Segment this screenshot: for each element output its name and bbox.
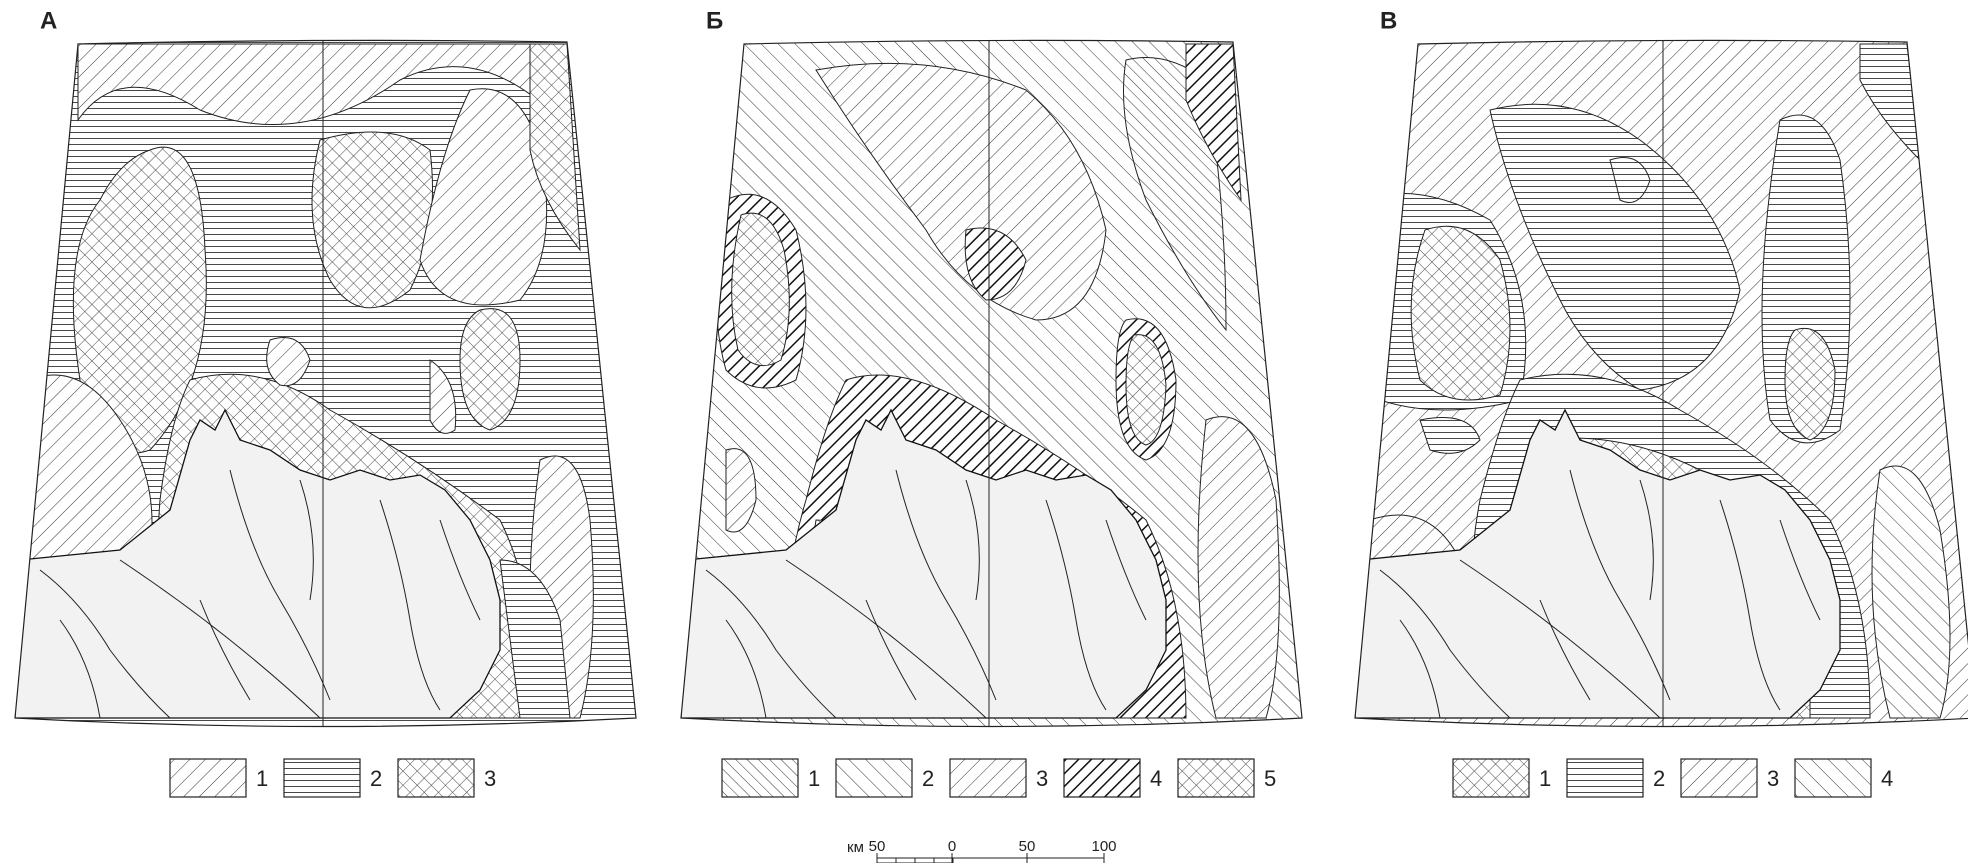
legend-label: 3 xyxy=(1036,766,1048,791)
legend-label: 1 xyxy=(256,766,268,791)
scale-bar: км 50 0 50 100 xyxy=(847,838,1117,863)
scale-tick-label: 50 xyxy=(869,838,886,855)
map-content xyxy=(1355,40,1968,735)
scale-segment xyxy=(877,858,896,863)
panel-label: В xyxy=(1380,7,1397,34)
legend-swatch xyxy=(722,759,798,797)
legend-swatch xyxy=(284,759,360,797)
legend-label: 2 xyxy=(922,766,934,791)
legend-label: 4 xyxy=(1881,766,1893,791)
legend-label: 2 xyxy=(1653,766,1665,791)
legend-swatch xyxy=(836,759,912,797)
map-content xyxy=(681,40,1302,735)
map-panel: Б 1 2 3 4 5 xyxy=(681,7,1302,797)
map-panel: В 1 2 3 4 xyxy=(1355,7,1968,797)
page: {"panels": [ {"label": "А", "legend": ["… xyxy=(0,0,1968,863)
scale-tick-label: 50 xyxy=(1019,838,1036,855)
scale-tick-label: 0 xyxy=(948,838,956,855)
scale-segment xyxy=(934,858,953,863)
legend-swatch xyxy=(1178,759,1254,797)
legend-label: 4 xyxy=(1150,766,1162,791)
zone-blob xyxy=(460,309,520,430)
legend-swatch xyxy=(1567,759,1643,797)
panel-label: А xyxy=(40,7,57,34)
legend-swatch xyxy=(1064,759,1140,797)
scale-segment xyxy=(896,858,915,863)
legend-label: 5 xyxy=(1264,766,1276,791)
legend-swatch xyxy=(1681,759,1757,797)
scale-tick-label: 100 xyxy=(1091,838,1116,855)
map-content xyxy=(15,40,636,735)
legend-swatch xyxy=(170,759,246,797)
legend-label: 3 xyxy=(1767,766,1779,791)
figure: А 1 2 3 Б 1 2 3 4 5 В 1 2 3 4 км 50 0 50 100 xyxy=(0,0,1968,863)
legend-swatch xyxy=(1795,759,1871,797)
legend-swatch xyxy=(1453,759,1529,797)
legend-swatch xyxy=(950,759,1026,797)
legend-label: 1 xyxy=(1539,766,1551,791)
panel-label: Б xyxy=(706,7,723,34)
scale-segment xyxy=(915,858,934,863)
legend-label: 1 xyxy=(808,766,820,791)
map-panel: А 1 2 3 xyxy=(15,7,636,797)
legend-label: 3 xyxy=(484,766,496,791)
legend-swatch xyxy=(398,759,474,797)
scale-unit: км xyxy=(847,839,864,856)
legend-label: 2 xyxy=(370,766,382,791)
